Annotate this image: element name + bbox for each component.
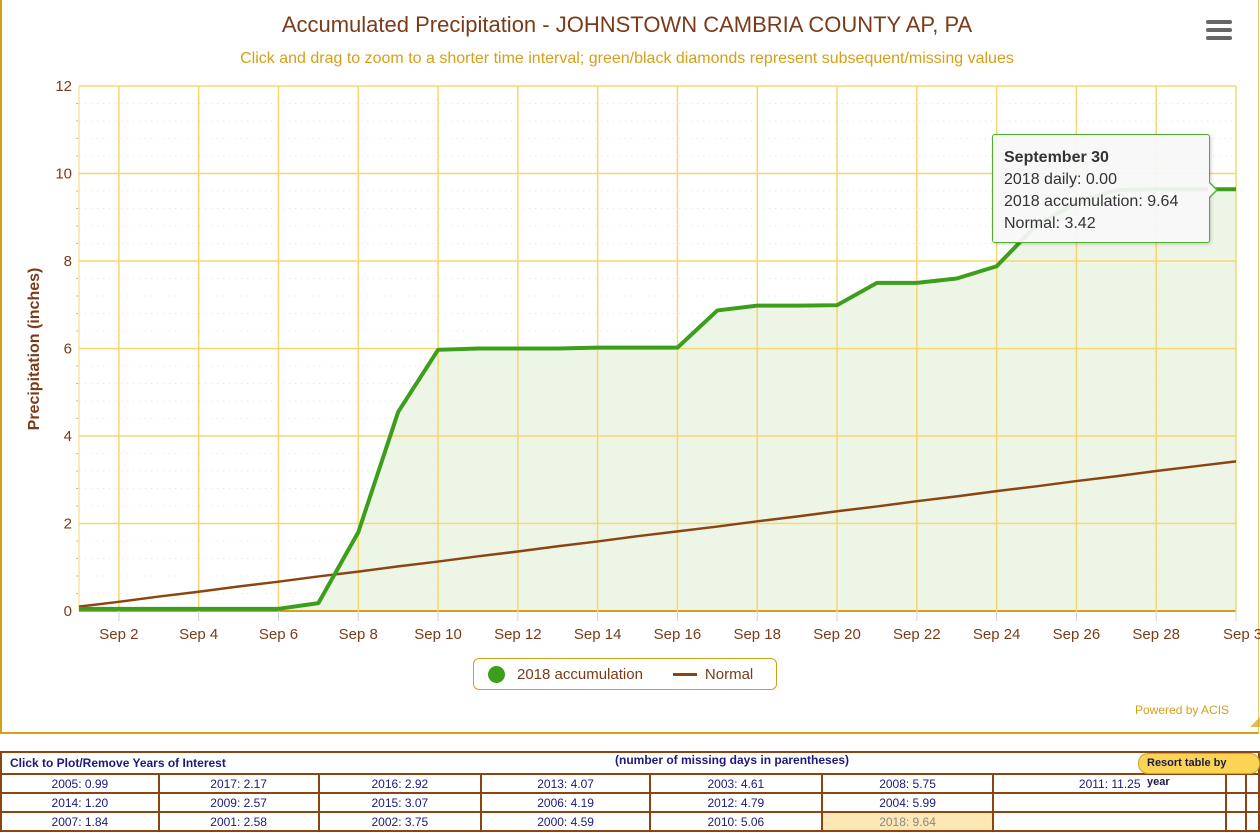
chart-legend: 2018 accumulation Normal — [473, 658, 777, 690]
empty-cell — [1246, 774, 1259, 793]
year-cell[interactable]: 2017: 2.17 — [159, 774, 319, 793]
year-cell[interactable]: 2014: 1.20 — [1, 793, 159, 812]
tooltip-pointer-inner — [1208, 182, 1216, 198]
x-tick-label: Sep 12 — [494, 626, 542, 643]
x-tick-label: Sep 8 — [339, 626, 378, 643]
accumulation-marker-icon — [488, 666, 505, 683]
x-tick-label: Sep 28 — [1132, 626, 1180, 643]
tooltip-daily: 2018 daily: 0.00 — [1004, 169, 1198, 191]
resort-table-button[interactable]: Resort table by year — [1138, 753, 1260, 774]
tooltip-date: September 30 — [1004, 149, 1109, 166]
credits-link[interactable]: Powered by ACIS — [1135, 703, 1229, 717]
x-tick-label: Sep 18 — [733, 626, 781, 643]
empty-cell — [1226, 774, 1246, 793]
tooltip-normal: Normal: 3.42 — [1004, 213, 1198, 235]
x-tick-label: Sep 20 — [813, 626, 861, 643]
tooltip-accumulation: 2018 accumulation: 9.64 — [1004, 191, 1198, 213]
year-cell[interactable]: 2006: 4.19 — [481, 793, 650, 812]
y-tick-label: 4 — [64, 428, 72, 445]
year-cell[interactable]: 2013: 4.07 — [481, 774, 650, 793]
empty-cell — [1246, 812, 1259, 831]
y-tick-label: 12 — [55, 78, 72, 95]
area-layer — [79, 189, 1236, 611]
y-axis-title: Precipitation (inches) — [26, 268, 43, 431]
empty-cell — [1246, 793, 1259, 812]
x-tick-label: Sep 24 — [973, 626, 1021, 643]
x-tick-label: Sep 3 — [1223, 626, 1260, 643]
y-axis: 0 2 4 6 8 10 12 — [55, 78, 78, 620]
year-cell[interactable]: 2007: 1.84 — [1, 812, 159, 831]
x-tick-label: Sep 2 — [99, 626, 138, 643]
y-tick-label: 6 — [64, 341, 72, 358]
year-cell[interactable]: 2005: 0.99 — [1, 774, 159, 793]
year-cell[interactable]: 2000: 4.59 — [481, 812, 650, 831]
year-cell[interactable]: 2001: 2.58 — [159, 812, 319, 831]
year-cell[interactable]: 2008: 5.75 — [822, 774, 994, 793]
resize-handle-icon[interactable] — [1250, 715, 1260, 727]
year-cell[interactable]: 2011: 11.25 — [993, 774, 1226, 793]
x-axis: Sep 2 Sep 4 Sep 6 Sep 8 Sep 10 Sep 12 Sep 14 Se… — [99, 611, 1260, 643]
hamburger-menu-icon[interactable] — [1206, 20, 1234, 44]
x-tick-label: Sep 22 — [893, 626, 941, 643]
x-tick-label: Sep 6 — [259, 626, 298, 643]
year-cell[interactable]: 2009: 2.57 — [159, 793, 319, 812]
y-tick-label: 0 — [64, 603, 72, 620]
chart-title: Accumulated Precipitation - JOHNSTOWN CA… — [282, 12, 973, 37]
year-cell[interactable]: 2015: 3.07 — [319, 793, 482, 812]
year-cell[interactable]: 2018: 9.64 — [822, 812, 994, 831]
empty-cell — [1226, 793, 1246, 812]
chart-container: Accumulated Precipitation - JOHNSTOWN CA… — [0, 0, 1259, 734]
accumulation-area — [79, 189, 1236, 611]
y-tick-label: 10 — [55, 166, 72, 183]
year-cell[interactable]: 2016: 2.92 — [319, 774, 482, 793]
x-tick-label: Sep 10 — [414, 626, 462, 643]
year-cell[interactable]: 2002: 3.75 — [319, 812, 482, 831]
precipitation-chart[interactable]: Accumulated Precipitation - JOHNSTOWN CA… — [2, 0, 1260, 732]
year-cell[interactable]: 2012: 4.79 — [650, 793, 822, 812]
years-table-row: 2014: 1.20 2009: 2.57 2015: 3.07 2006: 4.19… — [1, 793, 1259, 812]
chart-subtitle: Click and drag to zoom to a shorter time… — [240, 50, 1014, 67]
normal-line-icon — [673, 673, 697, 676]
year-cell[interactable]: 2010: 5.06 — [650, 812, 822, 831]
missing-days-note: (number of missing days in parentheses) — [615, 753, 849, 767]
y-tick-label: 8 — [64, 253, 72, 270]
years-table-row: 2007: 1.84 2001: 2.58 2002: 3.75 2000: 4.59… — [1, 812, 1259, 831]
x-tick-label: Sep 14 — [574, 626, 622, 643]
empty-cell — [1226, 812, 1246, 831]
empty-cell — [993, 812, 1226, 831]
legend-label-normal: Normal — [705, 666, 753, 683]
years-table-row: 2005: 0.99 2017: 2.17 2016: 2.92 2013: 4.07… — [1, 774, 1259, 793]
y-tick-label: 2 — [64, 516, 72, 533]
x-tick-label: Sep 16 — [654, 626, 702, 643]
legend-label-accumulation: 2018 accumulation — [517, 666, 643, 683]
legend-item-normal[interactable]: Normal — [643, 666, 753, 683]
empty-cell — [993, 793, 1226, 812]
chart-tooltip: September 30 2018 daily: 0.00 2018 accum… — [992, 134, 1210, 243]
year-cell[interactable]: 2003: 4.61 — [650, 774, 822, 793]
legend-item-accumulation[interactable]: 2018 accumulation — [474, 666, 643, 683]
x-tick-label: Sep 26 — [1053, 626, 1101, 643]
x-tick-label: Sep 4 — [179, 626, 218, 643]
year-cell[interactable]: 2004: 5.99 — [822, 793, 994, 812]
